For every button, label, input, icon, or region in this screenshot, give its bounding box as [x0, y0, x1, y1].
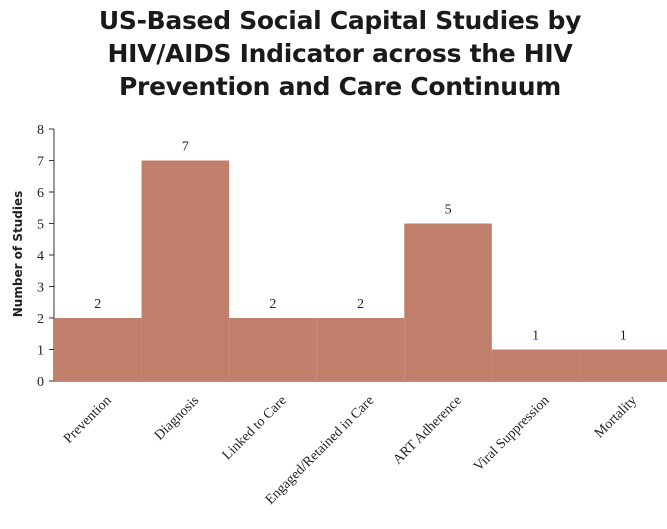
data-label: 7 [182, 140, 189, 155]
bar [229, 318, 317, 381]
category-labels: Prevention Diagnosis Linked to CareEngaged… [61, 393, 640, 508]
category-label: Prevention [61, 393, 114, 446]
bars [54, 160, 667, 381]
bar [54, 318, 142, 381]
category-label: Viral Suppression [471, 393, 552, 474]
y-tick-label: 8 [37, 123, 44, 138]
y-tick-label: 2 [37, 312, 44, 327]
data-label: 2 [269, 297, 276, 312]
y-tick-label: 1 [37, 344, 44, 359]
category-label: Mortality [592, 393, 640, 441]
y-tick-label: 4 [37, 249, 44, 264]
bar [141, 160, 230, 381]
chart-title-line-1: US-Based Social Capital Studies by [98, 6, 582, 35]
y-tick-label: 0 [37, 375, 44, 390]
data-labels: 2 7 2 2 5 1 1 [94, 140, 626, 344]
data-label: 1 [532, 329, 539, 344]
data-label: 2 [357, 297, 364, 312]
y-tick-label: 7 [37, 155, 44, 170]
category-label: Linked to Care [220, 393, 290, 463]
y-tick-label: 6 [37, 186, 44, 201]
chart-title: US-Based Social Capital Studies by HIV/A… [60, 4, 620, 103]
bar [491, 349, 580, 381]
category-label: Diagnosis [152, 393, 202, 443]
category-label: ART Adherence [390, 393, 464, 467]
y-tick-label: 3 [37, 281, 44, 296]
bar [404, 223, 492, 381]
y-tick-label: 5 [37, 218, 44, 233]
bar [316, 318, 405, 381]
bar [579, 349, 667, 381]
data-label: 5 [445, 203, 452, 218]
chart-title-line-2: HIV/AIDS Indicator across the HIV [107, 39, 573, 68]
chart-title-line-3: Prevention and Care Continuum [119, 72, 561, 101]
y-axis-title: Number of Studies [11, 191, 25, 317]
data-label: 1 [620, 329, 627, 344]
data-label: 2 [94, 297, 101, 312]
